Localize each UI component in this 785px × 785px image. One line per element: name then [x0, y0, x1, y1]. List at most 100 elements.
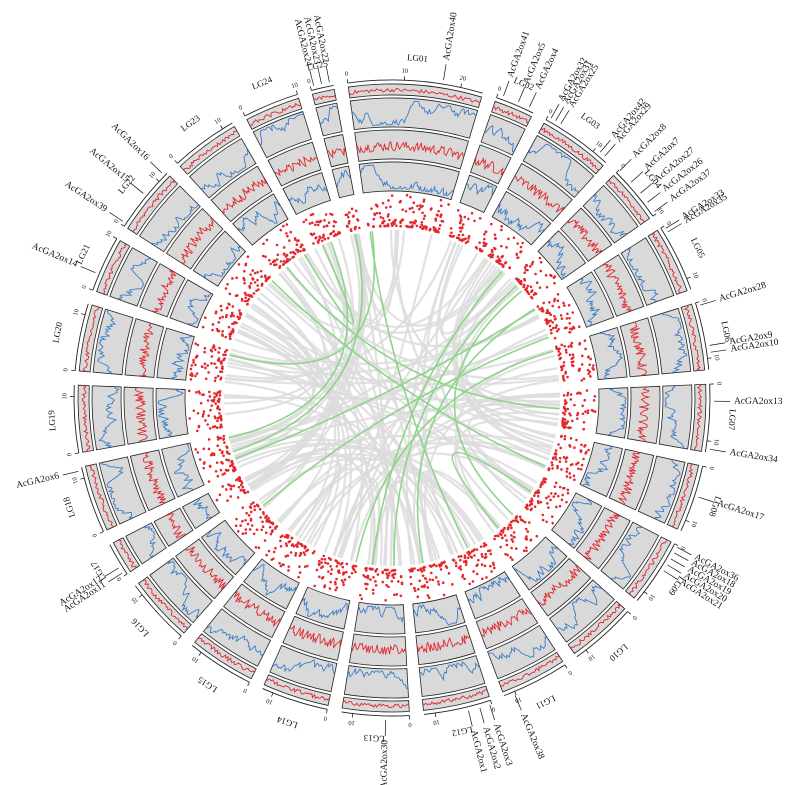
scatter-point [583, 443, 587, 447]
track-background [593, 254, 645, 317]
scatter-point [293, 237, 297, 240]
background-link [224, 272, 326, 405]
density-line [202, 244, 241, 278]
scatter-point [572, 474, 576, 478]
track-background [92, 308, 134, 376]
scatter-point [371, 588, 375, 592]
gene-leader-line [709, 448, 726, 453]
chromosome-axis [134, 585, 182, 637]
scatter-point [318, 575, 321, 579]
scatter-point [413, 589, 417, 593]
scatter-point [207, 371, 210, 374]
scatter-point [419, 225, 422, 229]
scatter-point [554, 449, 558, 452]
axis-tick [643, 591, 648, 595]
scatter-point [525, 549, 528, 553]
scatter-point [566, 488, 570, 492]
scatter-point [224, 468, 228, 472]
scatter-point [420, 220, 424, 224]
scatter-point [502, 528, 505, 532]
scatter-point [459, 558, 462, 562]
track-background [418, 655, 486, 697]
scatter-point [222, 353, 225, 357]
scatter-point [440, 204, 443, 208]
scatter-point [455, 236, 459, 240]
scatter-point [489, 222, 493, 226]
scatter-point [340, 561, 344, 565]
scatter-point [541, 518, 545, 522]
scatter-point [315, 568, 319, 572]
scatter-point [505, 543, 509, 547]
scatter-point [435, 213, 439, 217]
scatter-point [575, 438, 578, 442]
tick-label: 0 [344, 70, 348, 77]
chromosome-axis [347, 79, 483, 94]
gc-line [514, 175, 565, 214]
scatter-point [416, 568, 420, 572]
scatter-point [554, 492, 557, 495]
scatter-point [564, 425, 567, 429]
scatter-point [379, 215, 383, 219]
scatter-point [556, 347, 560, 351]
scatter-point [534, 272, 537, 276]
scatter-point [525, 503, 529, 507]
scatter-point [536, 494, 540, 498]
scatter-point [259, 269, 263, 273]
scatter-point [246, 302, 249, 306]
scatter-point [553, 281, 556, 285]
scatter-point [399, 594, 403, 598]
scatter-point [488, 549, 492, 552]
chromosome-axis [496, 97, 534, 114]
scatter-point [560, 468, 563, 471]
scatter-point [216, 438, 220, 441]
scatter-point [273, 259, 276, 262]
scatter-point [584, 347, 587, 351]
scatter-point [254, 546, 258, 549]
scatter-point [549, 328, 553, 332]
scatter-point [516, 242, 519, 245]
scatter-point [439, 568, 443, 571]
scatter-point [252, 532, 256, 536]
scatter-point [478, 217, 482, 220]
scatter-point [222, 437, 226, 441]
track-background [232, 193, 289, 246]
scatter-point [221, 330, 224, 333]
scatter-point [552, 456, 555, 459]
density-line [302, 596, 348, 619]
chromosome-label: LG24 [250, 74, 274, 91]
scatter-point [322, 233, 325, 237]
scatter-point [214, 470, 218, 473]
gene-pair-link [303, 244, 355, 325]
gc-line [582, 511, 620, 560]
scatter-point [451, 583, 454, 586]
scatter-point [285, 544, 289, 548]
density-line [488, 636, 549, 660]
scatter-point [222, 434, 226, 438]
scatter-point [482, 542, 486, 545]
scatter-point [370, 207, 373, 210]
chromosome-axis [191, 645, 250, 683]
scatter-point [244, 296, 248, 299]
scatter-point [242, 276, 246, 280]
density-line [582, 445, 613, 486]
axis-tick [434, 713, 437, 718]
scatter-point [468, 582, 471, 586]
scatter-point [421, 211, 424, 215]
scatter-point [549, 313, 552, 317]
gc-line [607, 180, 645, 223]
density-line [150, 204, 199, 246]
density-line [360, 164, 455, 197]
scatter-point [580, 363, 584, 366]
density-line [259, 113, 304, 146]
density-line [605, 387, 627, 436]
scatter-point [508, 523, 511, 527]
scatter-point [335, 577, 338, 581]
axis-tick [198, 652, 202, 656]
scatter-point [414, 219, 418, 223]
scatter-point [467, 237, 470, 240]
scatter-point [324, 213, 328, 216]
scatter-point [256, 284, 259, 287]
scatter-point [562, 361, 566, 364]
scatter-point [438, 223, 442, 227]
